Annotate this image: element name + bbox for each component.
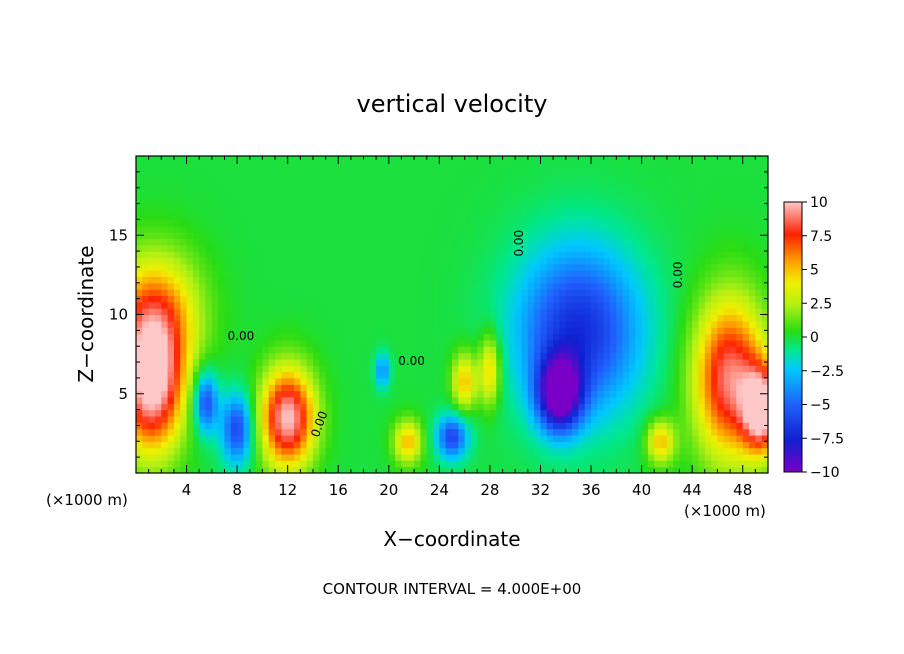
colorbar — [783, 201, 803, 473]
colorbar-tick-label: 5 — [810, 263, 819, 279]
chart-title: vertical velocity — [357, 90, 548, 118]
colorbar-tick-label: −10 — [810, 465, 840, 481]
x-tick-label: 32 — [531, 481, 550, 499]
x-tick-label: 36 — [581, 481, 600, 499]
colorbar-tick-label: 10 — [810, 195, 828, 211]
contour-label: 0.00 — [398, 354, 425, 368]
x-tick-label: 4 — [182, 481, 192, 499]
colorbar-labels: 10 7.5 5 2.5 0 −2.5 −5 −7.5 −10 — [802, 195, 844, 481]
colorbar-tick-label: −2.5 — [810, 364, 844, 380]
x-tick-label: 20 — [379, 481, 398, 499]
y-axis-label: Z−coordinate — [74, 245, 98, 382]
y-tick-label: 10 — [109, 306, 128, 324]
colorbar-tick-label: 2.5 — [810, 296, 832, 312]
y-tick-label: 5 — [118, 385, 128, 403]
x-axis-label: X−coordinate — [383, 527, 520, 551]
x-axis-ticks: 4 8 12 16 20 24 28 32 36 40 44 48 — [148, 156, 756, 499]
velocity-field — [136, 156, 768, 473]
y-tick-label: 15 — [109, 226, 128, 244]
colorbar-tick-label: 0 — [810, 330, 819, 346]
y-axis-unit: (×1000 m) — [46, 491, 128, 509]
x-tick-label: 16 — [329, 481, 348, 499]
x-tick-label: 40 — [632, 481, 651, 499]
colorbar-tick-label: 7.5 — [810, 229, 832, 245]
x-tick-label: 8 — [232, 481, 242, 499]
contour-interval-note: CONTOUR INTERVAL = 4.000E+00 — [323, 580, 582, 598]
colorbar-tick-label: −7.5 — [810, 431, 844, 447]
contour-labels: 0.000.000.000.000.00 — [228, 230, 685, 439]
contour-label: 0.00 — [671, 262, 685, 289]
colorbar-tick-label: −5 — [810, 398, 831, 414]
x-axis-unit: (×1000 m) — [684, 502, 766, 520]
x-tick-label: 12 — [278, 481, 297, 499]
x-tick-label: 28 — [480, 481, 499, 499]
contour-label: 0.00 — [512, 230, 526, 257]
x-tick-label: 44 — [683, 481, 702, 499]
y-axis-ticks: 5 10 15 — [109, 171, 768, 458]
contour-label: 0.00 — [228, 329, 255, 343]
x-tick-label: 48 — [733, 481, 752, 499]
x-tick-label: 24 — [430, 481, 449, 499]
